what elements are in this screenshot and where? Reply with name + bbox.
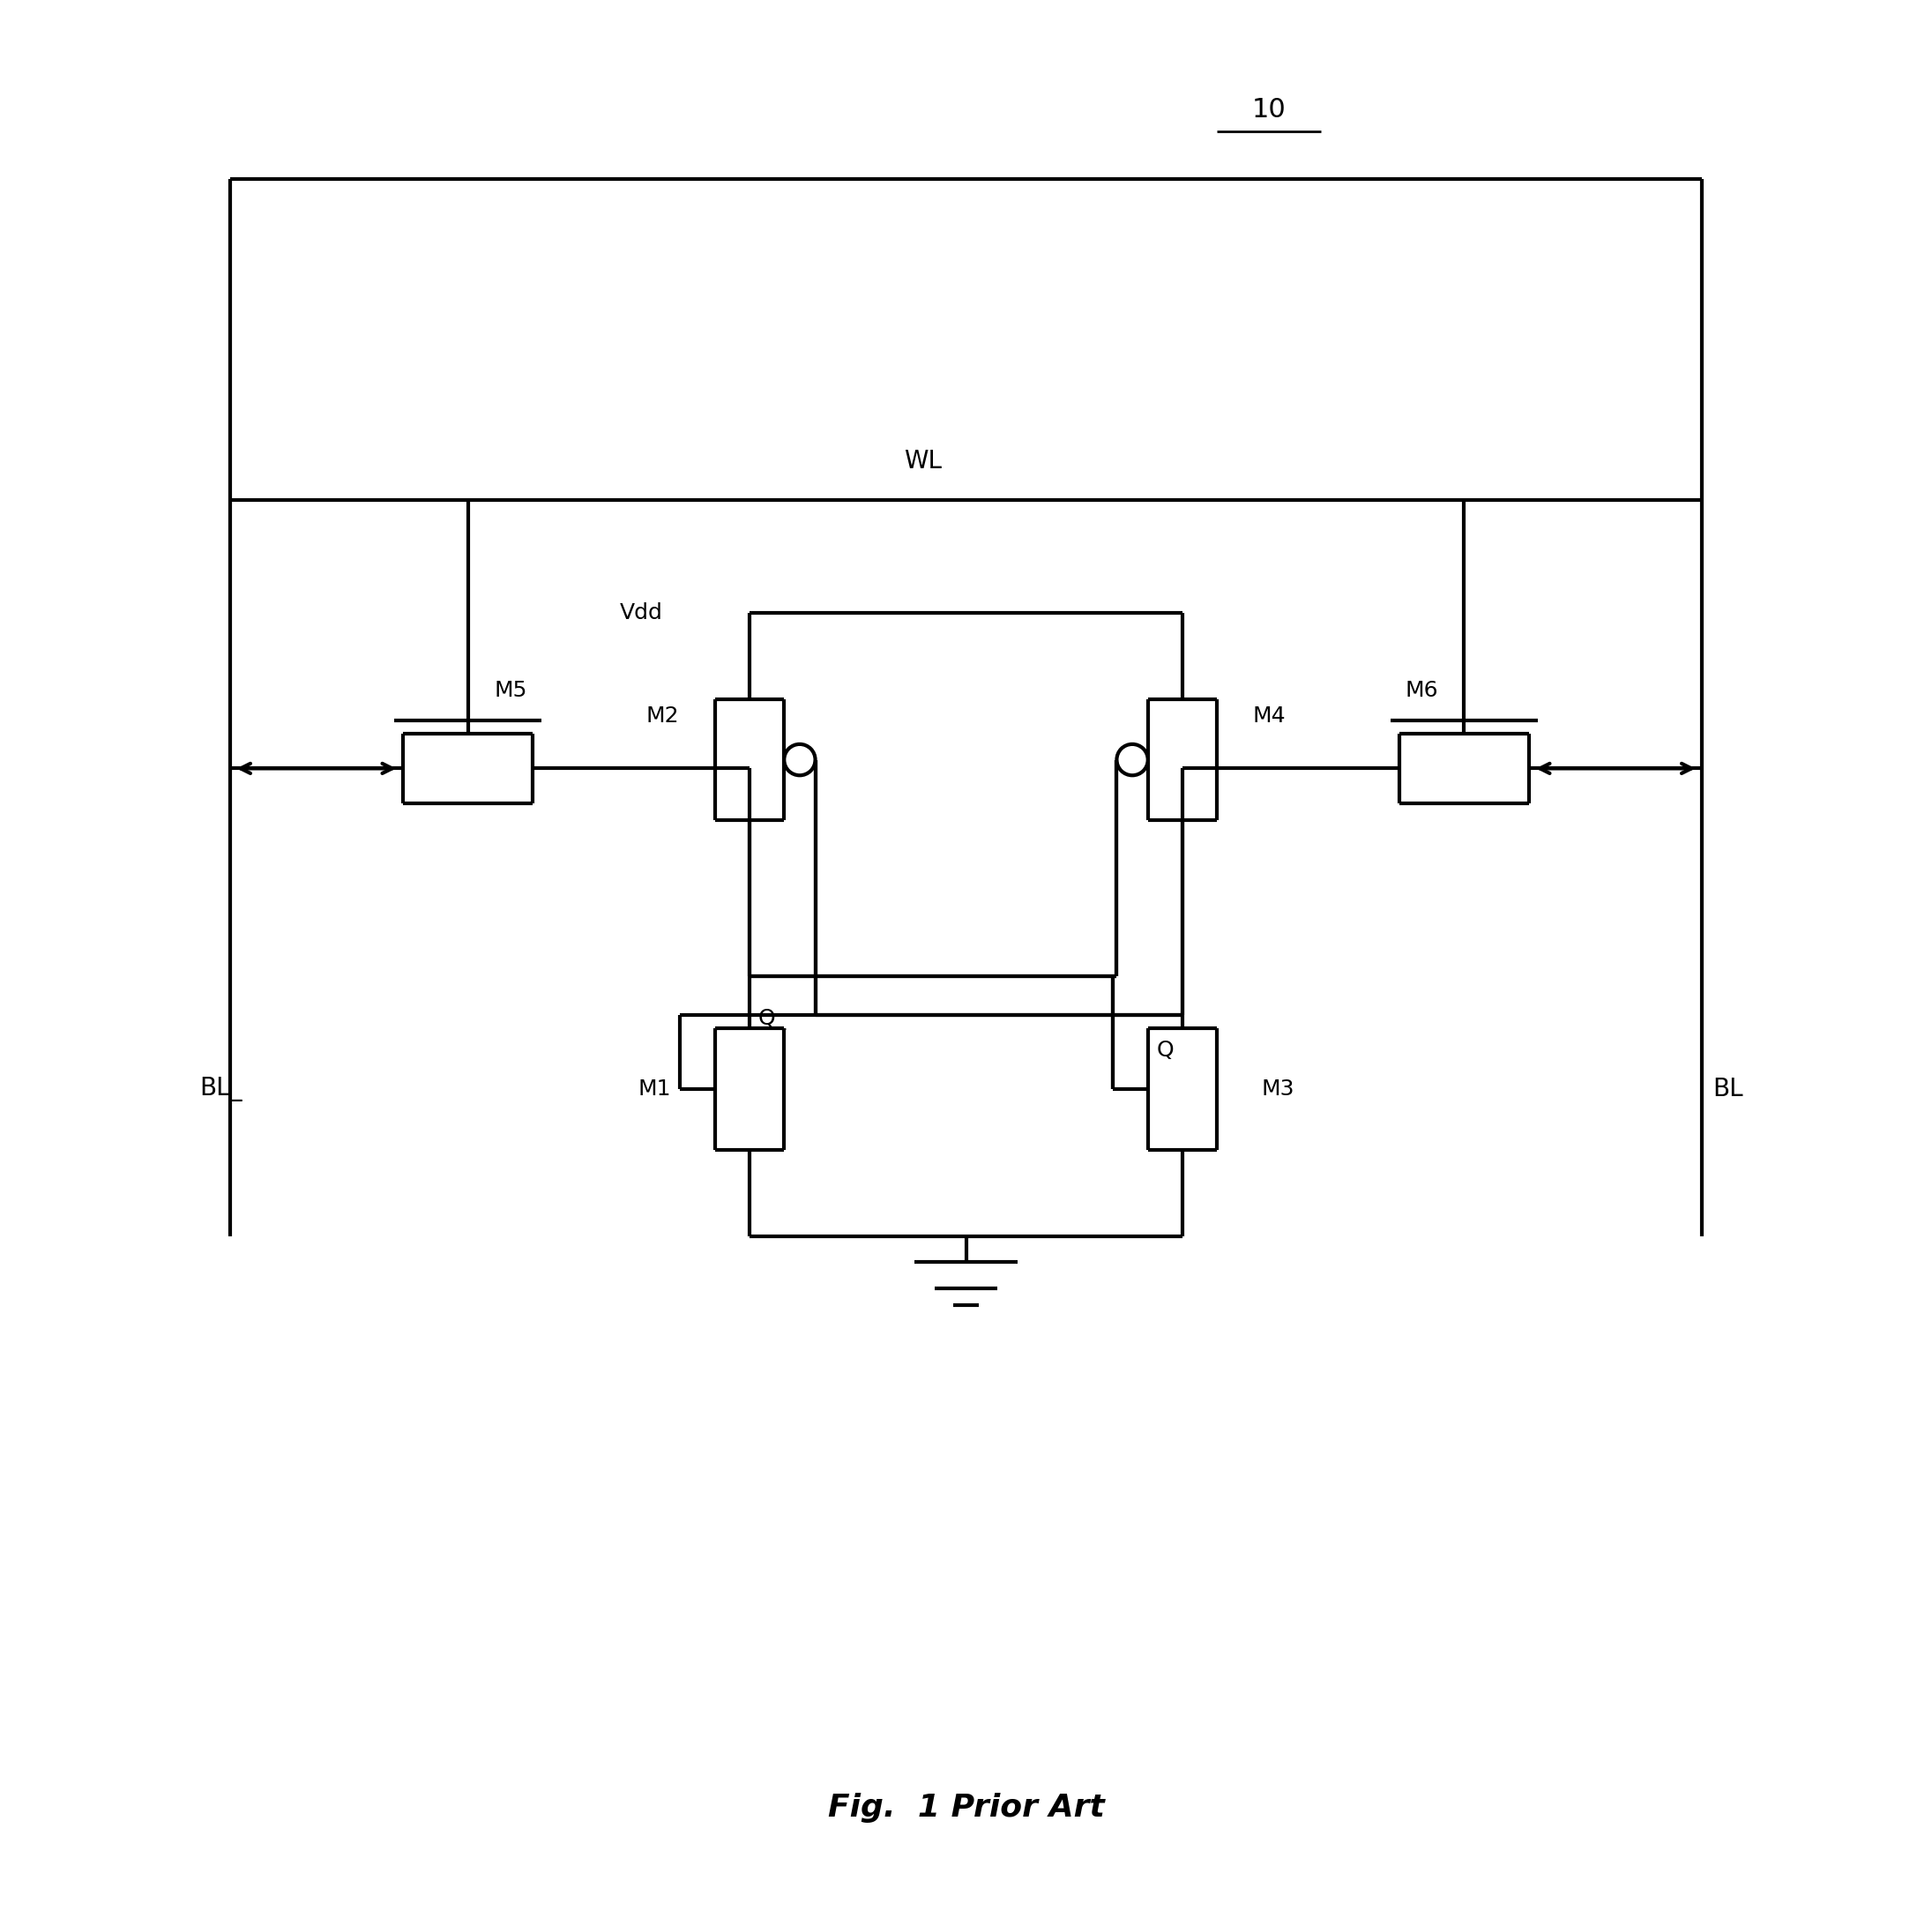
Text: WL: WL: [904, 449, 941, 474]
Text: M4: M4: [1252, 706, 1287, 727]
Text: Q_: Q_: [757, 1009, 786, 1030]
Text: M1: M1: [638, 1078, 670, 1099]
Circle shape: [784, 744, 815, 775]
Text: BL: BL: [1714, 1076, 1743, 1101]
Text: M2: M2: [645, 706, 680, 727]
Text: M5: M5: [495, 679, 527, 702]
Text: 10: 10: [1252, 98, 1287, 123]
Text: Fig.  1 Prior Art: Fig. 1 Prior Art: [827, 1793, 1105, 1822]
Circle shape: [1117, 744, 1148, 775]
Text: M6: M6: [1405, 679, 1437, 702]
Text: Q: Q: [1157, 1040, 1175, 1061]
Text: BL_: BL_: [199, 1076, 242, 1101]
Text: M3: M3: [1262, 1078, 1294, 1099]
Text: Vdd: Vdd: [620, 602, 663, 623]
